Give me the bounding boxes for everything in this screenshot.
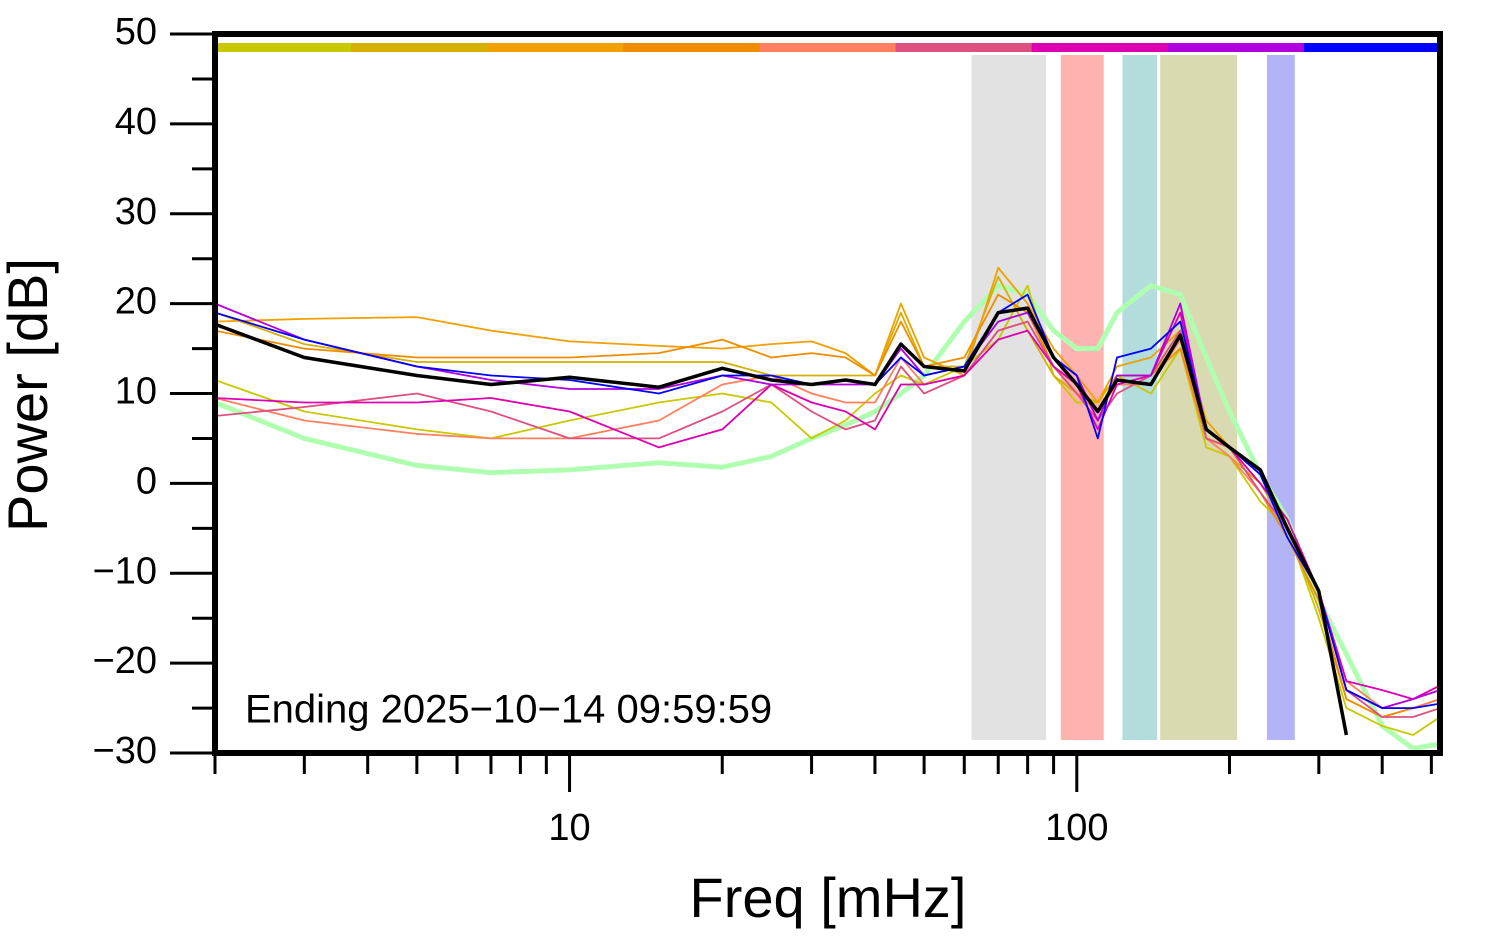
series-line [215,306,1349,736]
plot-frame [212,31,1443,756]
series-line [215,293,1440,709]
band [1266,55,1295,740]
y-axis-title: Power [dB] [0,258,59,532]
series-line [215,284,1440,736]
y-tick-label: 30 [115,191,157,233]
color-bar-segment [487,43,624,52]
lines [215,266,1440,751]
y-tick-label: 20 [115,281,157,323]
x-axis-title: Freq [mHz] [690,866,967,929]
series-line [215,293,1440,718]
color-bar-segment [1167,43,1305,52]
axes: −30 −20 −10 0 10 20 30 40 50 10 100 [93,11,1443,849]
y-tick-label: 0 [136,460,157,502]
color-bar-segment [1303,43,1441,52]
y-tick-label: 40 [115,101,157,143]
series-line [215,320,1440,709]
color-bar-segment [351,43,488,52]
y-tick-label: 10 [115,371,157,413]
y-tick-label: 50 [115,11,157,53]
bands [971,55,1295,740]
color-bar-segment [895,43,1033,52]
color-bar-segment [759,43,897,52]
x-tick-label: 100 [1045,807,1108,849]
color-bar-segment [215,43,352,52]
color-bar-segment [1031,43,1169,52]
series-line [215,302,1440,709]
series-line [215,311,1440,700]
color-bar-segment [623,43,760,52]
band [1122,55,1158,740]
annotation: Ending 2025−10−14 09:59:59 [245,688,772,732]
y-tick-label: −20 [93,640,157,682]
band [971,55,1047,740]
y-tick-label: −10 [93,550,157,592]
y-tick-label: −30 [93,730,157,772]
x-tick-label: 10 [548,807,590,849]
